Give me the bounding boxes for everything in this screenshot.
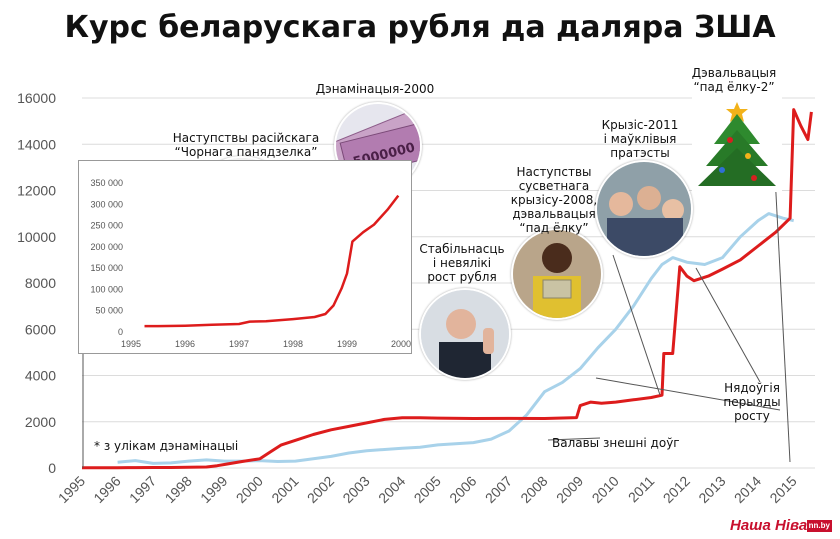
- x-tick-label: 2008: [517, 473, 550, 506]
- x-tick-label: 1995: [55, 473, 88, 506]
- x-tick-label: 1999: [197, 473, 230, 506]
- inset-x-tick-label: 2000: [391, 339, 411, 349]
- annotation-pointer: [595, 377, 781, 411]
- annotation-pointer: [547, 437, 601, 441]
- y-tick-label: 16000: [17, 90, 56, 106]
- chart-title: Курс беларускага рубля да даляра ЗША: [64, 10, 776, 45]
- crisis-2008-line-1: Наступствы: [516, 165, 592, 179]
- denomination-note: * з улікам дэнамінацыі: [94, 439, 239, 453]
- y-tick-label: 2000: [25, 414, 56, 430]
- x-tick-label: 2015: [766, 473, 799, 506]
- christmas-tree-picture: [692, 96, 782, 192]
- inset-x-tick-label: 1995: [121, 339, 141, 349]
- russian-crisis-line-1: Наступствы расійскага: [172, 131, 320, 145]
- inset-y-tick-label: 100 000: [90, 284, 123, 294]
- crisis-2008-line-4: дэвальвацыя: [512, 207, 596, 221]
- crisis-2011-line-3: пратэсты: [610, 146, 670, 160]
- crisis-2011-line-1: Крызіс-2011: [601, 118, 679, 132]
- x-tick-label: 1997: [126, 473, 159, 506]
- inset-y-tick-label: 200 000: [90, 242, 123, 252]
- devaluation-2-line-2: “пад ёлку-2”: [693, 80, 775, 94]
- stability-line-2: і невялікі: [432, 256, 492, 270]
- ruble-rate-line: [82, 108, 813, 470]
- no-growth-label: Нядоўгія перыяды росту: [702, 381, 802, 423]
- y-tick-label: 4000: [25, 368, 56, 384]
- crisis-2008-line-2: сусветнага: [518, 179, 590, 193]
- inset-x-tick-label: 1996: [175, 339, 195, 349]
- crisis-2008-line-3: крызісу-2008,: [510, 193, 598, 207]
- x-tick-label: 2011: [625, 473, 658, 506]
- protest-crowd-photo: [595, 160, 693, 258]
- x-tick-label: 2006: [446, 473, 479, 506]
- x-tick-label: 2001: [268, 473, 301, 506]
- external-debt-label: Валавы знешні доўг: [552, 436, 680, 450]
- x-tick-label: 2002: [304, 473, 337, 506]
- annotation-pointer: [695, 267, 761, 383]
- inset-y-tick-label: 300 000: [90, 199, 123, 209]
- russian-crisis-label: Наступствы расійскага “Чорнага панядзелк…: [166, 131, 326, 159]
- stability-label: Стабільнасць і невялікі рост рубля: [412, 242, 512, 284]
- inset-x-tick-label: 1997: [229, 339, 249, 349]
- x-tick-label: 2007: [482, 473, 515, 506]
- y-tick-label: 10000: [17, 229, 56, 245]
- no-growth-line-2: перыяды: [723, 395, 781, 409]
- x-tick-label: 2010: [589, 473, 622, 506]
- y-tick-label: 0: [48, 460, 56, 476]
- logo-name: Наша Ніва: [730, 517, 808, 534]
- x-tick-label: 1996: [90, 473, 123, 506]
- x-tick-label: 2014: [731, 473, 764, 506]
- x-tick-label: 2012: [660, 473, 693, 506]
- crisis-2011-line-2: і маўклівыя: [603, 132, 677, 146]
- x-tick-label: 2003: [339, 473, 372, 506]
- russian-crisis-line-2: “Чорнага панядзелка”: [174, 145, 318, 159]
- y-tick-label: 14000: [17, 136, 56, 152]
- x-tick-label: 2009: [553, 473, 586, 506]
- devaluation-2-line-1: Дэвальвацыя: [691, 66, 777, 80]
- devaluation-2-label: Дэвальвацыя “пад ёлку-2”: [684, 66, 784, 94]
- lukashenko-photo: [419, 288, 511, 380]
- inset-y-tick-label: 150 000: [90, 263, 123, 273]
- nasha-niva-logo: Наша Ніва nn.by: [730, 516, 832, 536]
- stability-line-1: Стабільнасць: [419, 242, 505, 256]
- inset-ruble-rate-line: [144, 194, 400, 328]
- x-tick-label: 1998: [162, 473, 195, 506]
- x-tick-label: 2005: [411, 473, 444, 506]
- inset-y-tick-label: 350 000: [90, 178, 123, 188]
- crisis-2008-line-5: “пад ёлку”: [519, 221, 589, 235]
- y-tick-label: 6000: [25, 321, 56, 337]
- x-tick-label: 2004: [375, 473, 408, 506]
- no-growth-line-1: Нядоўгія: [724, 381, 780, 395]
- inset-x-tick-label: 1999: [337, 339, 357, 349]
- x-tick-label: 2013: [695, 473, 728, 506]
- annotation-pointer: [612, 254, 661, 396]
- boy-with-money-photo: [511, 228, 603, 320]
- stability-line-3: рост рубля: [427, 270, 497, 284]
- inset-x-tick-label: 1998: [283, 339, 303, 349]
- inset-y-tick-label: 250 000: [90, 221, 123, 231]
- inset-chart: 0 50 000 100 000 150 000 200 000 250 000 300 0…: [78, 160, 412, 354]
- inset-chart-svg: 0 50 000 100 000 150 000 200 000 250 000 300 0…: [90, 178, 411, 349]
- denomination-2000-label: Дэнамінацыя-2000: [315, 82, 435, 96]
- crisis-2008-label: Наступствы сусветнага крызісу-2008, дэва…: [506, 165, 602, 235]
- annotation-pointer: [774, 174, 791, 463]
- y-tick-label: 12000: [17, 183, 56, 199]
- no-growth-line-3: росту: [734, 409, 770, 423]
- logo-domain: nn.by: [806, 520, 832, 532]
- crisis-2011-label: Крызіс-2011 і маўклівыя пратэсты: [590, 118, 690, 160]
- inset-y-tick-label: 50 000: [95, 306, 123, 316]
- inset-y-tick-label: 0: [118, 327, 123, 337]
- y-tick-label: 8000: [25, 275, 56, 291]
- x-tick-label: 2000: [233, 473, 266, 506]
